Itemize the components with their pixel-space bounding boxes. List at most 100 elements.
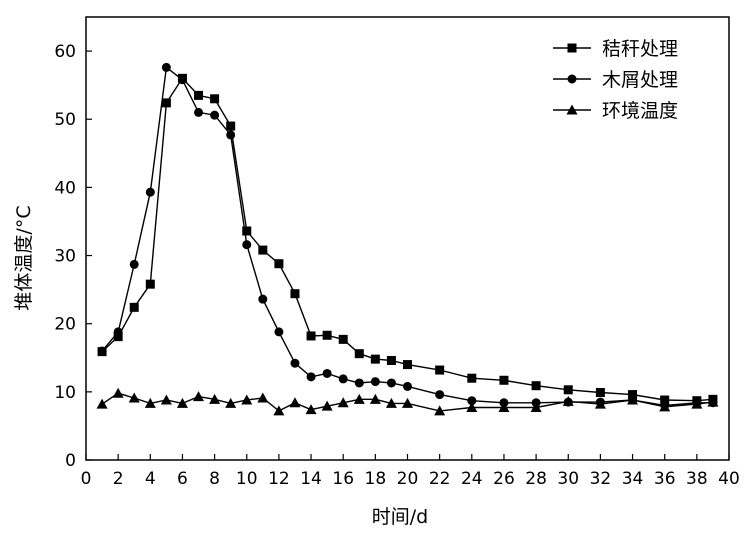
x-axis-title: 时间/d bbox=[372, 506, 428, 528]
y-tick-label: 50 bbox=[54, 110, 76, 130]
data-point bbox=[338, 374, 348, 384]
data-point bbox=[595, 388, 605, 398]
data-point bbox=[659, 401, 671, 412]
data-point bbox=[289, 397, 301, 408]
data-point bbox=[226, 121, 236, 131]
y-tick-label: 0 bbox=[65, 451, 76, 471]
x-tick-label: 34 bbox=[622, 469, 644, 489]
data-point bbox=[145, 279, 155, 289]
data-point bbox=[306, 372, 316, 382]
data-point bbox=[354, 349, 364, 359]
x-tick-label: 10 bbox=[236, 469, 258, 489]
y-tick-label: 30 bbox=[54, 247, 76, 267]
x-tick-label: 20 bbox=[397, 469, 419, 489]
x-tick-label: 4 bbox=[145, 469, 156, 489]
x-tick-label: 28 bbox=[525, 469, 547, 489]
x-tick-label: 36 bbox=[654, 469, 676, 489]
data-point bbox=[194, 90, 204, 100]
legend-marker bbox=[566, 104, 578, 115]
legend-item: 环境温度 bbox=[553, 100, 678, 122]
x-tick-label: 32 bbox=[590, 469, 612, 489]
data-point bbox=[435, 390, 445, 400]
legend-marker bbox=[567, 43, 577, 53]
series-layer bbox=[96, 62, 719, 416]
data-point bbox=[145, 187, 155, 197]
data-point bbox=[194, 107, 204, 117]
data-point bbox=[274, 259, 284, 269]
data-point bbox=[129, 259, 139, 269]
data-point bbox=[403, 360, 412, 370]
data-point bbox=[128, 392, 140, 403]
series-square bbox=[97, 73, 718, 406]
data-point bbox=[660, 395, 670, 405]
data-point bbox=[337, 397, 349, 408]
data-point bbox=[322, 330, 332, 340]
series-triangle bbox=[96, 387, 719, 416]
series-line bbox=[101, 77, 713, 402]
data-point bbox=[210, 94, 220, 104]
data-point bbox=[338, 334, 348, 344]
data-point bbox=[112, 387, 124, 398]
data-point bbox=[257, 392, 269, 403]
data-point bbox=[321, 400, 333, 411]
data-point bbox=[210, 110, 220, 120]
data-point bbox=[176, 397, 188, 408]
legend-marker bbox=[567, 74, 577, 84]
x-tick-label: 22 bbox=[429, 469, 451, 489]
legend-label: 环境温度 bbox=[602, 100, 678, 122]
data-point bbox=[273, 405, 285, 416]
y-tick-label: 20 bbox=[54, 315, 76, 335]
data-point bbox=[305, 404, 317, 415]
data-point bbox=[209, 393, 221, 404]
data-point bbox=[531, 381, 541, 391]
data-point bbox=[691, 398, 703, 409]
data-point bbox=[113, 327, 123, 337]
data-point bbox=[563, 385, 573, 395]
y-axis-ticks: 0 10 20 30 40 50 60 bbox=[54, 42, 92, 471]
data-point bbox=[434, 405, 446, 416]
data-point bbox=[290, 358, 300, 368]
data-point bbox=[466, 402, 478, 413]
data-point bbox=[435, 365, 445, 375]
data-point bbox=[498, 402, 510, 413]
x-tick-label: 6 bbox=[177, 469, 188, 489]
data-point bbox=[97, 346, 107, 356]
y-tick-label: 40 bbox=[54, 178, 76, 198]
data-point bbox=[306, 331, 316, 341]
legend-item: 秸秆处理 bbox=[553, 38, 678, 60]
data-point bbox=[242, 240, 252, 250]
x-tick-label: 14 bbox=[300, 469, 322, 489]
data-point bbox=[370, 354, 380, 364]
data-point bbox=[161, 98, 171, 108]
legend-label: 秸秆处理 bbox=[602, 38, 678, 60]
data-point bbox=[160, 394, 172, 405]
data-point bbox=[369, 393, 381, 404]
x-tick-label: 26 bbox=[493, 469, 515, 489]
data-point bbox=[274, 327, 284, 337]
x-tick-label: 16 bbox=[332, 469, 354, 489]
data-point bbox=[354, 378, 364, 388]
data-point bbox=[258, 294, 268, 304]
x-tick-label: 30 bbox=[557, 469, 579, 489]
data-point bbox=[594, 398, 606, 409]
legend-label: 木屑处理 bbox=[602, 69, 678, 91]
data-point bbox=[386, 378, 396, 388]
x-tick-label: 18 bbox=[365, 469, 387, 489]
data-point bbox=[386, 355, 396, 365]
data-point bbox=[290, 289, 300, 299]
y-tick-label: 10 bbox=[54, 383, 76, 403]
data-point bbox=[161, 62, 171, 72]
data-point bbox=[225, 397, 237, 408]
data-point bbox=[403, 381, 412, 391]
data-point bbox=[226, 130, 236, 140]
data-point bbox=[467, 396, 477, 406]
x-tick-label: 0 bbox=[81, 469, 92, 489]
data-point bbox=[144, 397, 156, 408]
series-line bbox=[101, 392, 713, 412]
data-point bbox=[499, 375, 509, 385]
legend-item: 木屑处理 bbox=[553, 69, 678, 91]
x-tick-label: 2 bbox=[113, 469, 124, 489]
data-point bbox=[322, 368, 332, 378]
data-point bbox=[707, 396, 719, 407]
